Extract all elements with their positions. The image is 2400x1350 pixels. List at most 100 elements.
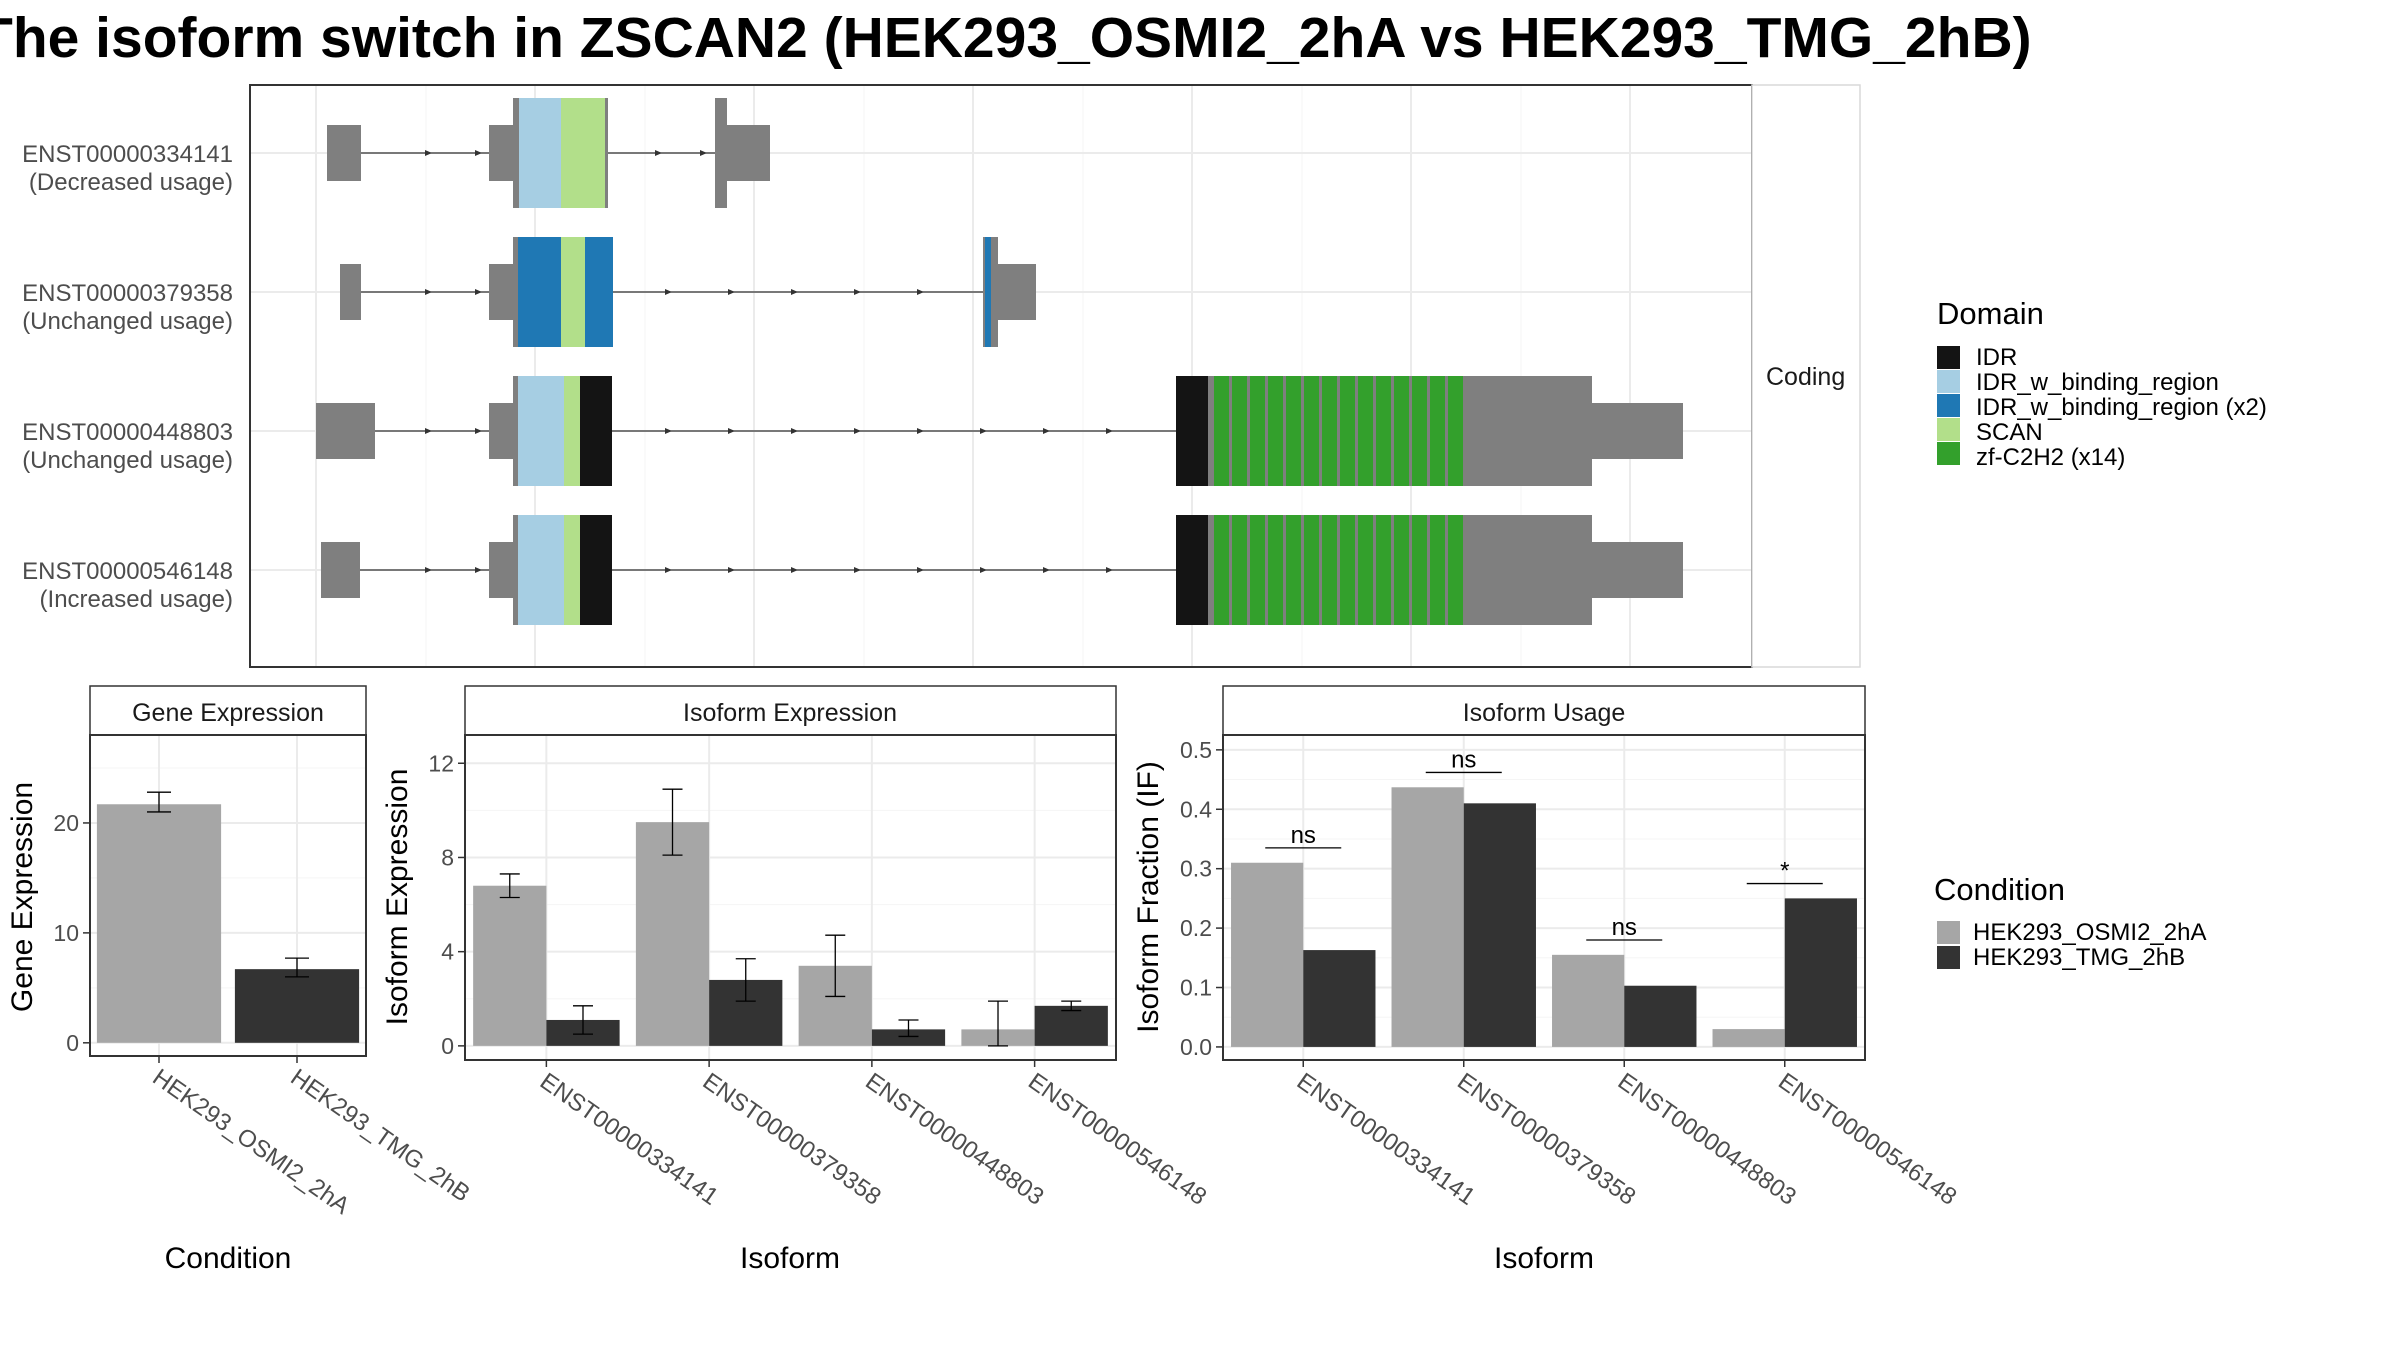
domain-zf-c2h2	[1394, 515, 1409, 625]
gene-expression-strip	[89, 685, 367, 736]
domain-zf-c2h2	[1322, 515, 1337, 625]
significance-label: ns	[1612, 914, 1637, 941]
transcript-id-label: ENST00000379358	[22, 280, 233, 307]
transcript-usage-label: (Decreased usage)	[29, 169, 233, 196]
intron-direction-arrow	[425, 289, 432, 295]
bar	[1463, 803, 1536, 1047]
domain-idr-binding-region-x2	[518, 237, 561, 347]
intron-direction-arrow	[728, 567, 735, 573]
bar	[635, 822, 710, 1046]
domain-zf-c2h2	[1394, 376, 1409, 486]
transcript-id-label: ENST00000546148	[22, 558, 233, 585]
gene-expression-y-axis-title: Gene Expression	[6, 782, 39, 1012]
condition-legend-label: HEK293_OSMI2_2hA	[1973, 919, 2206, 946]
domain-idr	[580, 376, 612, 486]
isoform-expression-x-axis-title: Isoform	[740, 1242, 840, 1275]
domain-idr	[580, 515, 612, 625]
intron-direction-arrow	[475, 428, 482, 434]
domain-zf-c2h2	[1412, 515, 1427, 625]
utr-exon	[321, 542, 360, 598]
bar	[1303, 950, 1376, 1047]
y-tick-label: 0.5	[1180, 737, 1212, 763]
isoform-expression-bars	[473, 788, 1108, 1047]
domain-zf-c2h2	[1286, 376, 1301, 486]
domain-idr-binding-region	[518, 515, 564, 625]
y-tick-label: 8	[441, 844, 454, 870]
bar	[1784, 898, 1857, 1047]
intron-direction-arrow	[1043, 428, 1050, 434]
isoform-expression-plot-border	[464, 734, 1117, 1061]
bar	[473, 885, 547, 1046]
y-tick-label: 0.1	[1180, 975, 1212, 1001]
utr-exon	[489, 264, 513, 320]
domain-zf-c2h2	[1430, 515, 1445, 625]
x-tick-label: ENST00000334141	[535, 1068, 723, 1211]
isoform-usage-panel: Isoform Usage ns ns ns * 0.0 0.1 0.2 0.3 0.4 0.5…	[1132, 685, 1962, 1275]
utr-exon	[327, 125, 361, 181]
significance-label: ns	[1451, 746, 1476, 773]
domain-legend-label: IDR	[1976, 344, 2017, 371]
y-tick-label: 10	[53, 920, 79, 946]
domain-zf-c2h2	[1448, 515, 1463, 625]
isoform-usage-plot-border	[1222, 734, 1866, 1061]
gene-expression-x-axis-title: Condition	[165, 1242, 292, 1275]
domain-scan	[561, 237, 585, 347]
gene-expression-plot-border	[89, 734, 367, 1057]
intron-direction-arrow	[917, 428, 924, 434]
significance-label: *	[1780, 858, 1789, 885]
intron-direction-arrow	[665, 567, 672, 573]
domain-zf-c2h2	[1232, 376, 1247, 486]
intron-direction-arrow	[1043, 567, 1050, 573]
intron-direction-arrow	[425, 150, 432, 156]
utr-exon	[998, 264, 1036, 320]
domain-zf-c2h2	[1214, 515, 1229, 625]
transcript-usage-label: (Increased usage)	[40, 586, 233, 613]
domain-zf-c2h2	[1412, 376, 1427, 486]
domain-zf-c2h2	[1268, 515, 1283, 625]
intron-direction-arrow	[425, 567, 432, 573]
utr-exon	[489, 403, 513, 459]
domain-zf-c2h2	[1268, 376, 1283, 486]
intron-direction-arrow	[980, 428, 987, 434]
gene-expression-strip-label: Gene Expression	[132, 699, 324, 727]
coding-exon	[715, 98, 727, 208]
domain-zf-c2h2	[1376, 515, 1391, 625]
intron-direction-arrow	[665, 428, 672, 434]
y-tick-label: 12	[428, 750, 454, 776]
domain-legend-label: IDR_w_binding_region	[1976, 369, 2219, 396]
condition-legend: Condition HEK293_OSMI2_2hA HEK293_TMG_2h…	[1934, 872, 2206, 971]
y-tick-label: 0.0	[1180, 1034, 1212, 1060]
bar	[1624, 985, 1697, 1047]
isoform-expression-gridlines	[465, 735, 1116, 1060]
intron-direction-arrow	[475, 289, 482, 295]
intron-direction-arrow	[791, 289, 798, 295]
figure-title: The isoform switch in ZSCAN2 (HEK293_OSM…	[0, 6, 2032, 70]
bar	[96, 804, 222, 1043]
domain-idr	[1176, 376, 1208, 486]
domain-zf-c2h2	[1232, 515, 1247, 625]
condition-legend-swatch-osmi2	[1937, 921, 1960, 944]
x-tick-label: ENST00000546148	[1023, 1068, 1211, 1211]
transcript-id-label: ENST00000334141	[22, 141, 233, 168]
intron-direction-arrow	[655, 150, 662, 156]
y-tick-label: 0	[441, 1033, 454, 1059]
x-tick-label: ENST00000448803	[860, 1068, 1048, 1211]
intron-direction-arrow	[917, 567, 924, 573]
y-tick-label: 0.4	[1180, 796, 1212, 822]
isoform-usage-y-axis-title: Isoform Fraction (IF)	[1132, 761, 1165, 1033]
bar	[234, 969, 360, 1043]
intron-direction-arrow	[854, 289, 861, 295]
transcript-id-label: ENST00000448803	[22, 419, 233, 446]
intron-direction-arrow	[728, 428, 735, 434]
domain-idr-binding-region	[519, 98, 561, 208]
condition-legend-label: HEK293_TMG_2hB	[1973, 944, 2185, 971]
intron-direction-arrow	[980, 567, 987, 573]
domain-legend-swatch-idr-binding	[1937, 370, 1960, 393]
utr-exon	[1592, 403, 1683, 459]
domain-legend: Domain IDR IDR_w_binding_region IDR_w_bi…	[1937, 296, 2267, 471]
transcript-usage-label: (Unchanged usage)	[22, 308, 233, 335]
y-tick-label: 4	[441, 939, 454, 965]
isoform-expression-panel: Isoform Expression 0 4 8 12 ENST00000334141 E…	[381, 685, 1211, 1275]
isoform-expression-strip-label: Isoform Expression	[683, 699, 897, 727]
